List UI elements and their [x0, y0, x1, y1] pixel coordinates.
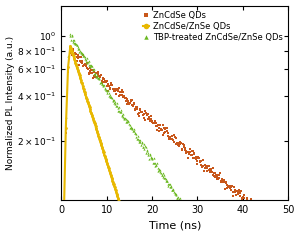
- Legend: ZnCdSe QDs, ZnCdSe/ZnSe QDs, TBP-treated ZnCdSe/ZnSe QDs: ZnCdSe QDs, ZnCdSe/ZnSe QDs, TBP-treated…: [141, 10, 284, 43]
- Line: ZnCdSe QDs: ZnCdSe QDs: [62, 48, 290, 236]
- Line: TBP-treated ZnCdSe/ZnSe QDs: TBP-treated ZnCdSe/ZnSe QDs: [62, 33, 208, 236]
- TBP-treated ZnCdSe/ZnSe QDs: [123, 116, 127, 119]
- TBP-treated ZnCdSe/ZnSe QDs: [69, 33, 72, 35]
- ZnCdSe QDs: [120, 93, 123, 96]
- ZnCdSe/ZnSe QDs: [120, 207, 123, 210]
- TBP-treated ZnCdSe/ZnSe QDs: [167, 184, 170, 187]
- Line: ZnCdSe/ZnSe QDs: ZnCdSe/ZnSe QDs: [62, 45, 135, 236]
- Y-axis label: Normalized PL Intensity (a.u.): Normalized PL Intensity (a.u.): [6, 36, 15, 170]
- TBP-treated ZnCdSe/ZnSe QDs: [127, 119, 130, 122]
- ZnCdSe QDs: [71, 48, 74, 51]
- ZnCdSe QDs: [264, 215, 268, 218]
- TBP-treated ZnCdSe/ZnSe QDs: [182, 205, 186, 207]
- TBP-treated ZnCdSe/ZnSe QDs: [183, 209, 187, 212]
- ZnCdSe QDs: [266, 217, 270, 220]
- ZnCdSe/ZnSe QDs: [87, 104, 91, 107]
- X-axis label: Time (ns): Time (ns): [148, 220, 201, 230]
- ZnCdSe QDs: [173, 136, 177, 139]
- ZnCdSe QDs: [174, 142, 178, 145]
- ZnCdSe QDs: [168, 136, 172, 139]
- ZnCdSe QDs: [62, 233, 65, 236]
- TBP-treated ZnCdSe/ZnSe QDs: [177, 197, 180, 200]
- ZnCdSe/ZnSe QDs: [77, 71, 80, 74]
- ZnCdSe/ZnSe QDs: [69, 45, 72, 47]
- ZnCdSe/ZnSe QDs: [72, 54, 75, 57]
- TBP-treated ZnCdSe/ZnSe QDs: [62, 217, 65, 220]
- ZnCdSe/ZnSe QDs: [114, 189, 117, 192]
- ZnCdSe/ZnSe QDs: [62, 228, 65, 231]
- ZnCdSe/ZnSe QDs: [121, 210, 124, 213]
